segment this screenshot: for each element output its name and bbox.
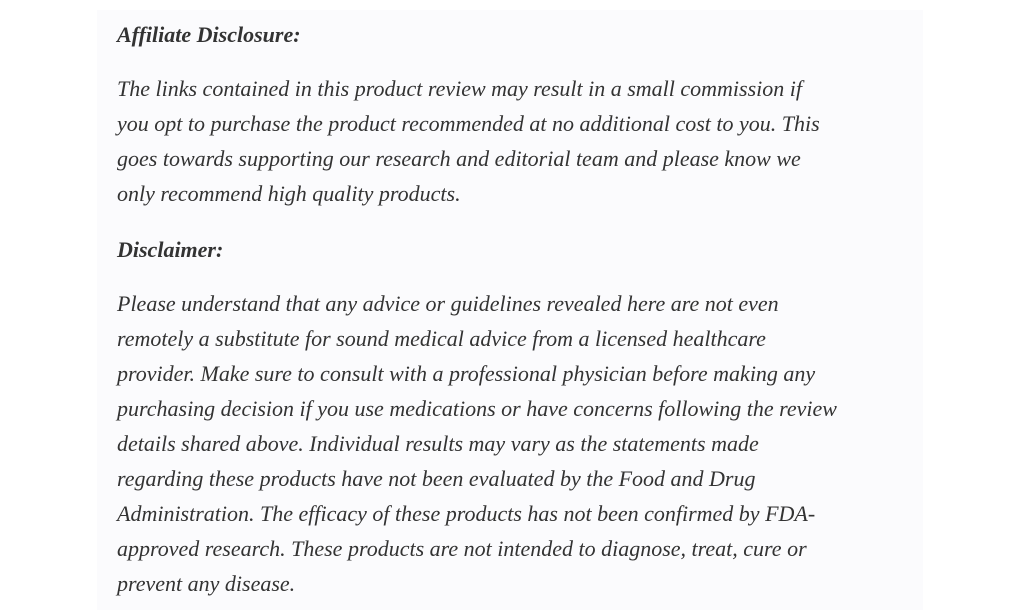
disclaimer-text: Please understand that any advice or gui… (117, 286, 837, 601)
disclosure-panel (97, 10, 923, 610)
affiliate-disclosure-heading: Affiliate Disclosure: (117, 22, 301, 47)
text-line: The links contained in this product revi… (117, 76, 802, 101)
text-line: goes towards supporting our research and… (117, 146, 801, 171)
text-line: details shared above. Individual results… (117, 431, 759, 456)
text-line: purchasing decision if you use medicatio… (117, 396, 837, 421)
text-line: provider. Make sure to consult with a pr… (117, 361, 816, 386)
text-line: remotely a substitute for sound medical … (117, 326, 766, 351)
text-line: regarding these products have not been e… (117, 466, 756, 491)
disclaimer-heading: Disclaimer: (117, 237, 224, 262)
text-line: approved research. These products are no… (117, 536, 807, 561)
text-line: you opt to purchase the product recommen… (117, 111, 820, 136)
affiliate-disclosure-text: The links contained in this product revi… (117, 71, 820, 211)
text-line: Please understand that any advice or gui… (117, 291, 779, 316)
text-line: prevent any disease. (117, 571, 296, 596)
text-line: only recommend high quality products. (117, 181, 461, 206)
text-line: Administration. The efficacy of these pr… (117, 501, 816, 526)
